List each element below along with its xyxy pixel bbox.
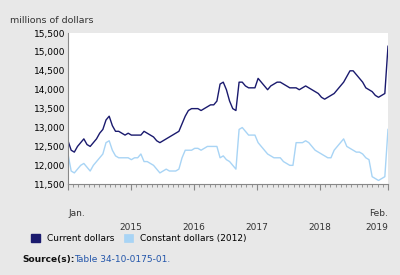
Text: Table 34-10-0175-01.: Table 34-10-0175-01.: [74, 255, 170, 264]
Text: millions of dollars: millions of dollars: [10, 16, 94, 26]
Text: 2015: 2015: [120, 223, 142, 232]
Text: Feb.: Feb.: [369, 209, 388, 218]
Legend: Current dollars, Constant dollars (2012): Current dollars, Constant dollars (2012): [31, 234, 246, 243]
Text: Jan.: Jan.: [68, 209, 85, 218]
Text: 2016: 2016: [182, 223, 205, 232]
Text: Source(s):: Source(s):: [22, 255, 74, 264]
Text: 2017: 2017: [246, 223, 268, 232]
Text: 2019: 2019: [365, 223, 388, 232]
Text: 2018: 2018: [308, 223, 331, 232]
